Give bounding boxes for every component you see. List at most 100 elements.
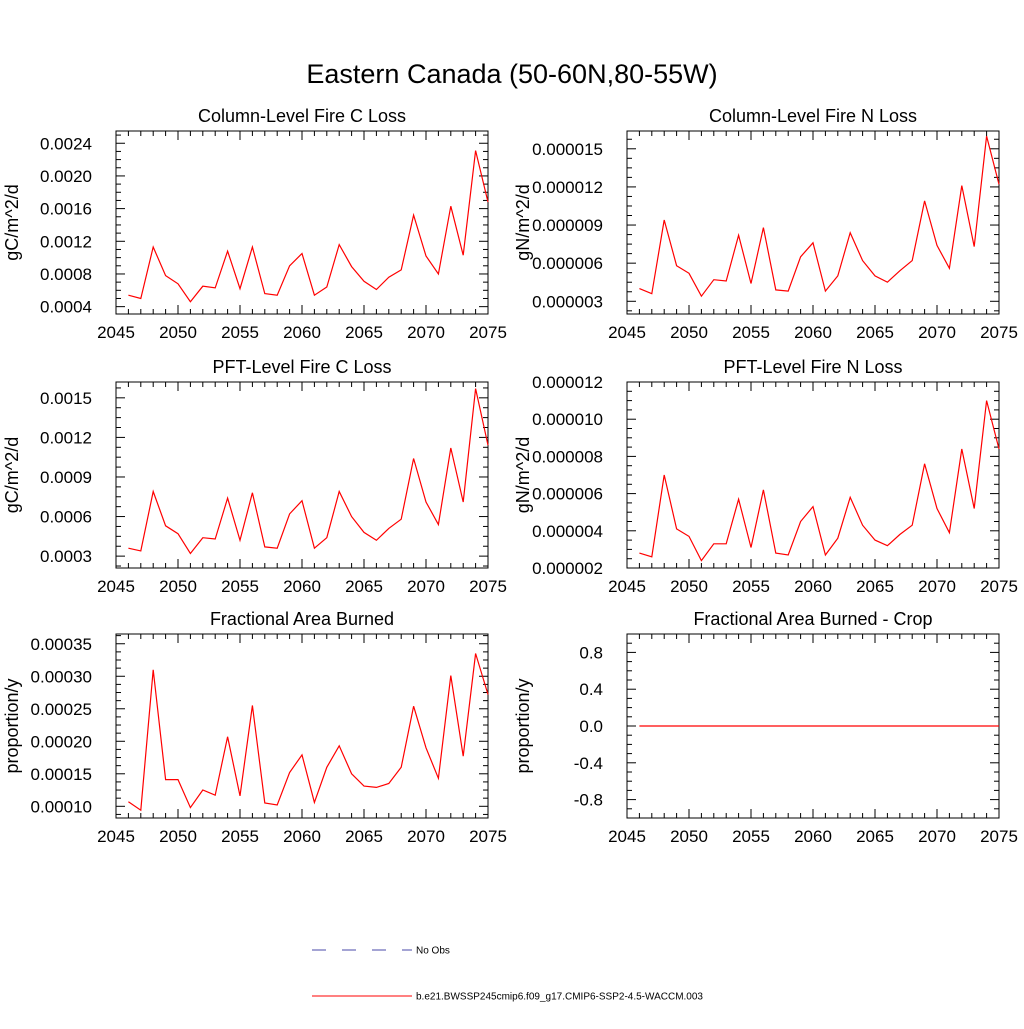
panel-4: PFT-Level Fire N Loss 2045 2050 2055 2060 206…	[513, 357, 1018, 596]
y-tick-label: 0.0024	[40, 134, 92, 153]
x-tick-label: 2045	[97, 577, 135, 596]
series-line	[128, 150, 489, 303]
x-tick-label: 2055	[221, 827, 259, 846]
x-tick-label: 2055	[732, 577, 770, 596]
y-tick-label: 0.00035	[31, 635, 92, 654]
y-tick-label: 0.000009	[532, 216, 603, 235]
panel-title: PFT-Level Fire C Loss	[212, 357, 391, 377]
y-tick-label: 0.00030	[31, 667, 92, 686]
panel-title: Column-Level Fire N Loss	[709, 106, 917, 126]
panel-title: Fractional Area Burned - Crop	[693, 609, 932, 629]
x-tick-label: 2070	[918, 827, 956, 846]
series-line	[128, 388, 489, 555]
x-tick-label: 2070	[407, 827, 445, 846]
y-tick-label: 0.8	[579, 643, 603, 662]
x-tick-label: 2070	[918, 577, 956, 596]
y-tick-label: 0.0012	[40, 232, 92, 251]
x-tick-label: 2060	[794, 827, 832, 846]
panel-1: Column-Level Fire C Loss 2045 2050 2055 2060…	[2, 106, 507, 342]
x-tick-label: 2045	[97, 323, 135, 342]
x-tick-label: 2065	[856, 577, 894, 596]
y-axis-label: proportion/y	[513, 678, 533, 773]
y-tick-label: 0.0004	[40, 298, 92, 317]
x-tick-label: 2060	[794, 323, 832, 342]
series-line	[639, 135, 1000, 298]
y-tick-label: 0.0008	[40, 265, 92, 284]
y-tick-label: 0.00015	[31, 765, 92, 784]
panel-2: Column-Level Fire N Loss 2045 2050 2055 2060…	[513, 106, 1018, 342]
y-tick-label: 0.4	[579, 680, 603, 699]
plot-frame	[115, 381, 489, 569]
y-tick-label: 0.000003	[532, 292, 603, 311]
x-tick-label: 2075	[469, 577, 507, 596]
y-axis-label: proportion/y	[2, 678, 22, 773]
y-tick-label: 0.0020	[40, 167, 92, 186]
panel-3: PFT-Level Fire C Loss 2045 2050 2055 2060 206…	[2, 357, 507, 596]
x-tick-label: 2045	[608, 323, 646, 342]
x-tick-label: 2050	[670, 323, 708, 342]
y-tick-label: -0.8	[574, 791, 603, 810]
x-tick-label: 2070	[407, 577, 445, 596]
x-tick-label: 2050	[670, 827, 708, 846]
y-tick-label: 0.000010	[532, 410, 603, 429]
y-tick-label: 0.0016	[40, 200, 92, 219]
panel-title: Fractional Area Burned	[210, 609, 394, 629]
series-line	[639, 400, 1000, 562]
legend-label: No Obs	[416, 946, 450, 957]
y-axis-label: gN/m^2/d	[513, 437, 533, 513]
x-tick-label: 2060	[283, 323, 321, 342]
legend: No Obs b.e21.BWSSP245cmip6.f09_g17.CMIP6-…	[312, 946, 703, 1003]
plot-frame	[626, 381, 1000, 569]
y-tick-label: 0.00020	[31, 732, 92, 751]
x-tick-label: 2050	[159, 577, 197, 596]
x-tick-label: 2050	[670, 577, 708, 596]
x-tick-label: 2055	[221, 323, 259, 342]
x-tick-label: 2055	[221, 577, 259, 596]
x-tick-label: 2065	[856, 323, 894, 342]
panel-title: PFT-Level Fire N Loss	[723, 357, 902, 377]
x-tick-label: 2075	[980, 827, 1018, 846]
y-tick-label: 0.000008	[532, 447, 603, 466]
x-tick-label: 2060	[283, 827, 321, 846]
x-tick-label: 2045	[97, 827, 135, 846]
y-tick-label: 0.000004	[532, 522, 603, 541]
plot-frame	[115, 130, 489, 315]
y-tick-label: 0.000012	[532, 178, 603, 197]
series-line	[128, 653, 489, 812]
y-tick-label: 0.000002	[532, 559, 603, 578]
x-tick-label: 2050	[159, 827, 197, 846]
panel-5: Fractional Area Burned 2045 2050 2055 2060 20…	[2, 609, 507, 846]
y-tick-label: 0.000006	[532, 485, 603, 504]
y-tick-label: 0.0	[579, 717, 603, 736]
x-tick-label: 2060	[794, 577, 832, 596]
x-tick-label: 2075	[469, 827, 507, 846]
x-tick-label: 2065	[345, 827, 383, 846]
figure-title: Eastern Canada (50-60N,80-55W)	[306, 59, 717, 89]
y-tick-label: 0.0012	[40, 428, 92, 447]
y-axis-label: gC/m^2/d	[2, 437, 22, 513]
y-tick-label: 0.0009	[40, 468, 92, 487]
y-tick-label: -0.4	[574, 754, 603, 773]
x-tick-label: 2075	[980, 577, 1018, 596]
x-tick-label: 2075	[980, 323, 1018, 342]
panel-6: Fractional Area Burned - Crop 2045 2050 205…	[513, 609, 1018, 846]
y-tick-label: 0.000015	[532, 140, 603, 159]
y-axis-label: gC/m^2/d	[2, 184, 22, 260]
y-tick-label: 0.000006	[532, 254, 603, 273]
plot-frame	[626, 130, 1000, 315]
x-tick-label: 2045	[608, 577, 646, 596]
x-tick-label: 2045	[608, 827, 646, 846]
x-tick-label: 2055	[732, 827, 770, 846]
x-tick-label: 2050	[159, 323, 197, 342]
y-axis-label: gN/m^2/d	[513, 184, 533, 260]
x-tick-label: 2065	[345, 323, 383, 342]
x-tick-label: 2065	[345, 577, 383, 596]
y-tick-label: 0.000012	[532, 373, 603, 392]
x-tick-label: 2070	[918, 323, 956, 342]
x-tick-label: 2070	[407, 323, 445, 342]
y-tick-label: 0.0006	[40, 508, 92, 527]
x-tick-label: 2075	[469, 323, 507, 342]
y-tick-label: 0.00010	[31, 797, 92, 816]
